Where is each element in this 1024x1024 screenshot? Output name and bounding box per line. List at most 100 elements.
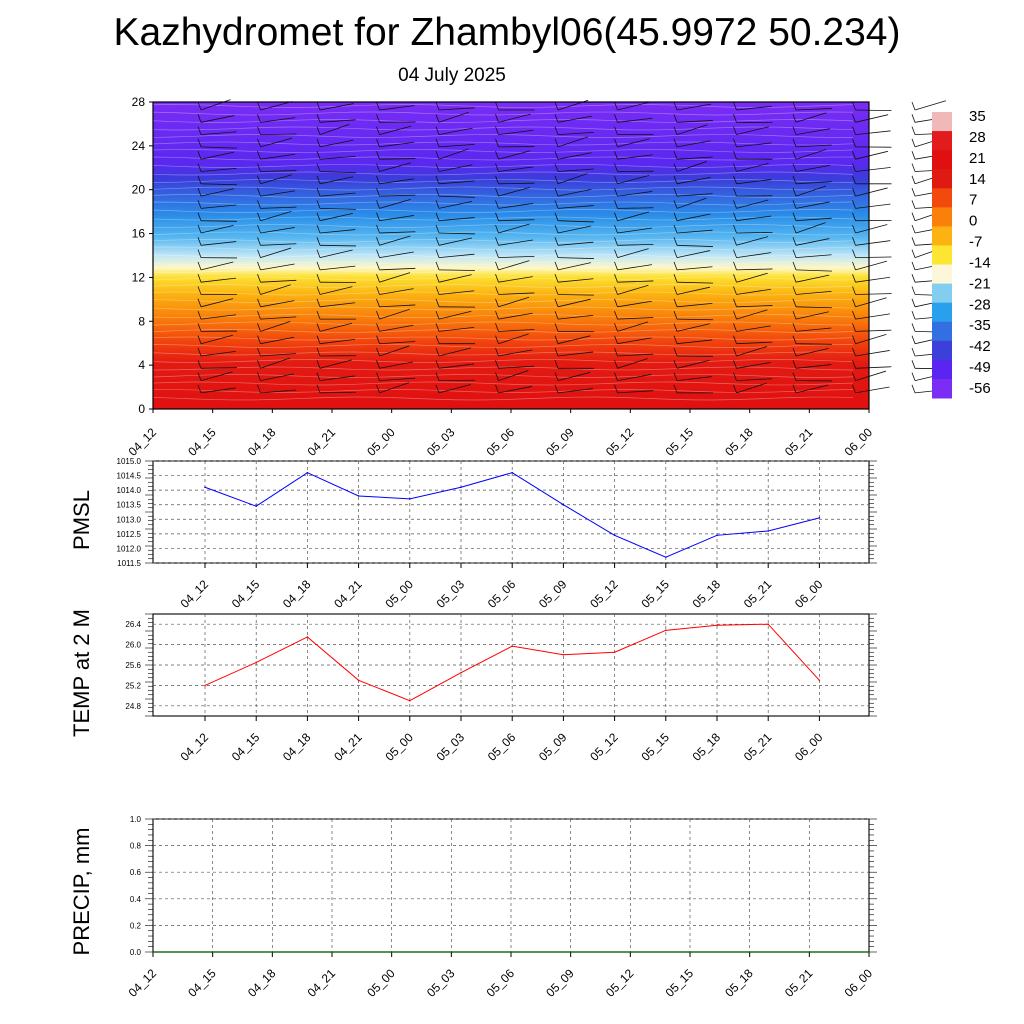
wind-barb-feather <box>733 261 737 271</box>
wind-barb-feather <box>852 101 856 111</box>
y-tick-label: 1011.5 <box>117 559 141 568</box>
wind-barb-feather <box>257 163 261 172</box>
wind-barb-feather <box>792 114 797 123</box>
y-tick-label: 1012.0 <box>117 544 142 553</box>
wind-barb <box>379 267 416 271</box>
wind-barb-feather <box>316 175 321 184</box>
wind-barb-feather <box>197 249 202 258</box>
wind-barb <box>319 176 354 185</box>
wind-barb-feather <box>435 347 440 357</box>
wind-barb-feather <box>733 286 737 295</box>
wind-barb-feather <box>495 249 499 258</box>
wind-barb-feather <box>376 114 380 123</box>
wind-barb <box>379 231 416 234</box>
contour-line <box>152 224 854 228</box>
wind-barb-feather <box>733 187 737 197</box>
wind-barb-feather <box>852 224 856 234</box>
wind-barb <box>557 372 591 381</box>
wind-barb <box>498 292 535 295</box>
wind-barb <box>379 382 410 394</box>
y-tick-label: 25.6 <box>125 661 141 670</box>
wind-barb-feather <box>257 323 261 332</box>
wind-barb-feather <box>852 335 856 344</box>
y-tick-label: 28 <box>132 95 146 109</box>
wind-barb <box>557 152 592 160</box>
wind-barb-feather <box>673 298 678 307</box>
wind-barb-feather <box>673 200 678 209</box>
wind-barb-feather <box>911 187 916 197</box>
wind-barb-feather <box>852 384 856 394</box>
x-tick-label: 05_03 <box>424 966 458 1000</box>
temp-point <box>409 699 411 702</box>
wind-barb <box>736 252 772 258</box>
wind-barb-feather <box>554 372 559 381</box>
wind-barb <box>795 238 830 246</box>
wind-barb <box>557 294 594 296</box>
wind-barb <box>498 150 531 160</box>
wind-barb-feather <box>852 347 856 357</box>
wind-barb <box>260 137 293 148</box>
wind-barb-feather <box>911 126 916 135</box>
wind-barb <box>438 290 475 295</box>
wind-barb <box>795 311 829 320</box>
wind-barb-feather <box>316 114 321 123</box>
wind-barb <box>736 378 773 381</box>
wind-barb <box>736 105 772 111</box>
wind-barb <box>855 256 892 258</box>
contour-line <box>152 231 854 236</box>
wind-barb-feather <box>435 126 440 135</box>
pmsl-point <box>818 517 821 519</box>
wind-barb-feather <box>316 187 321 197</box>
pmsl-point <box>562 503 565 506</box>
wind-barb-feather <box>257 200 261 209</box>
contour-line <box>152 261 854 266</box>
x-tick-label: 04_21 <box>305 425 339 459</box>
wind-barb <box>557 298 591 308</box>
wind-barb-feather <box>435 224 440 234</box>
precip-ylabel: PRECIP, mm <box>69 828 94 956</box>
wind-barb-feather <box>495 101 499 111</box>
wind-barb <box>676 176 711 185</box>
wind-barb-feather <box>733 163 737 172</box>
colorbar-label: 7 <box>969 192 977 209</box>
wind-barb <box>617 191 653 197</box>
wind-barb-feather <box>852 237 856 246</box>
wind-barb-feather <box>316 200 321 209</box>
x-tick-label: 04_12 <box>178 730 212 764</box>
wind-barb-feather <box>911 274 916 283</box>
x-tick-label: 04_18 <box>280 730 314 764</box>
wind-barb <box>855 130 891 135</box>
x-tick-label: 05_06 <box>485 730 519 764</box>
x-tick-label: 05_15 <box>663 966 697 1000</box>
x-tick-label: 05_00 <box>382 730 416 764</box>
colorbar-swatch <box>932 207 952 227</box>
wind-barb <box>795 364 832 369</box>
wind-barb-feather <box>733 335 737 344</box>
contour-line <box>152 284 854 288</box>
wind-barb <box>736 305 773 308</box>
wind-barb-feather <box>852 360 856 369</box>
wind-barb-feather <box>852 212 856 221</box>
y-tick-label: 0.8 <box>130 842 142 851</box>
pmsl-panel: 1015.0 1014.5 1014.0 1013.5 1013.0 1012.5 1012… <box>69 457 877 611</box>
wind-barb <box>438 107 475 111</box>
wind-barb-feather <box>911 212 916 221</box>
contour-line <box>152 329 854 333</box>
wind-barb-feather <box>495 274 499 283</box>
wind-barb-feather <box>792 274 797 283</box>
wind-barb-feather <box>554 126 559 135</box>
wind-barb-feather <box>792 372 797 381</box>
x-tick-label: 05_06 <box>485 577 519 611</box>
wind-barb <box>379 341 416 345</box>
wind-barb <box>557 278 594 283</box>
wind-barb <box>557 205 594 209</box>
wind-barb-feather <box>435 384 440 394</box>
wind-barb <box>379 251 414 258</box>
wind-barb-feather <box>733 372 737 381</box>
y-tick-label: 16 <box>132 227 146 241</box>
wind-barb <box>676 124 708 135</box>
wind-barb-feather <box>435 237 440 246</box>
wind-barb <box>617 353 654 357</box>
x-tick-label: 04_12 <box>126 425 160 459</box>
wind-barb <box>260 133 297 135</box>
